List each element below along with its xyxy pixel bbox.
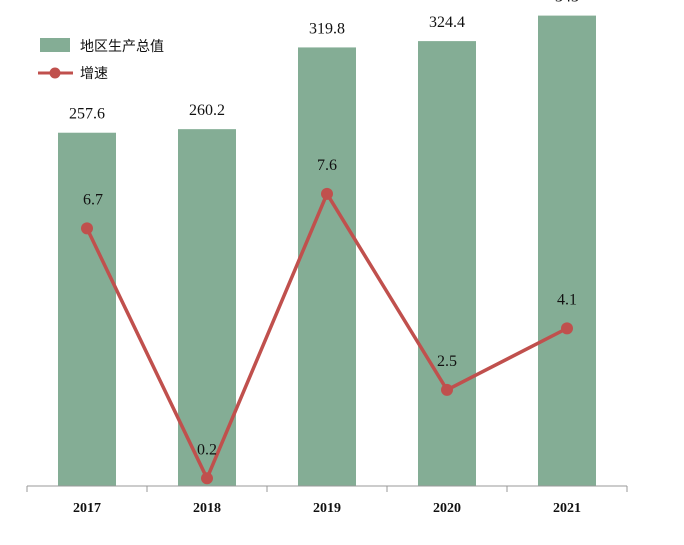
bar-value-label-2019: 319.8 [309,20,345,37]
line-point-2019 [321,187,333,200]
line-value-label-2020: 2.5 [437,353,457,370]
legend-swatch-bar [40,38,70,52]
legend-label-bar: 地区生产总值 [80,39,164,55]
bar-value-label-2021: 343 [555,0,579,6]
bar-labels-layer: 257.6 260.2 319.8 324.4 343 [69,0,579,123]
x-axis: 2017 2018 2019 2020 2021 [26,485,628,516]
x-tick-label-2018: 2018 [193,501,221,516]
legend: 地区生产总值 增速 [38,38,164,82]
bar-value-label-2018: 260.2 [189,102,225,119]
legend-marker-line [49,67,61,79]
line-value-label-2021: 4.1 [557,291,577,308]
bar-2018 [178,129,236,486]
line-value-label-2019: 7.6 [317,157,337,174]
line-point-2017 [81,222,93,235]
x-tick-label-2020: 2020 [433,501,461,516]
line-labels-layer: 6.7 0.2 7.6 2.5 4.1 [83,157,577,458]
x-tick-label-2021: 2021 [553,501,581,516]
line-layer [81,187,573,485]
line-value-label-2017: 6.7 [83,191,103,208]
x-tick-label-2019: 2019 [313,501,341,516]
line-point-2020 [441,383,453,396]
bar-value-label-2017: 257.6 [69,106,105,123]
x-tick-label-2017: 2017 [73,501,101,516]
bars-layer [58,15,596,486]
bar-2020 [418,41,476,486]
bar-value-label-2020: 324.4 [429,14,465,31]
legend-label-line: 增速 [80,66,108,82]
bar-2019 [298,47,356,486]
bar-2017 [58,132,116,486]
bar-2021 [538,15,596,486]
line-point-2018 [201,472,213,485]
line-value-label-2018: 0.2 [197,441,217,458]
line-point-2021 [561,322,573,335]
